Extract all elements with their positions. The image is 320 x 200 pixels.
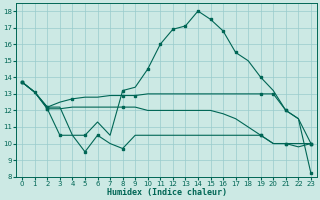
- X-axis label: Humidex (Indice chaleur): Humidex (Indice chaleur): [107, 188, 227, 197]
